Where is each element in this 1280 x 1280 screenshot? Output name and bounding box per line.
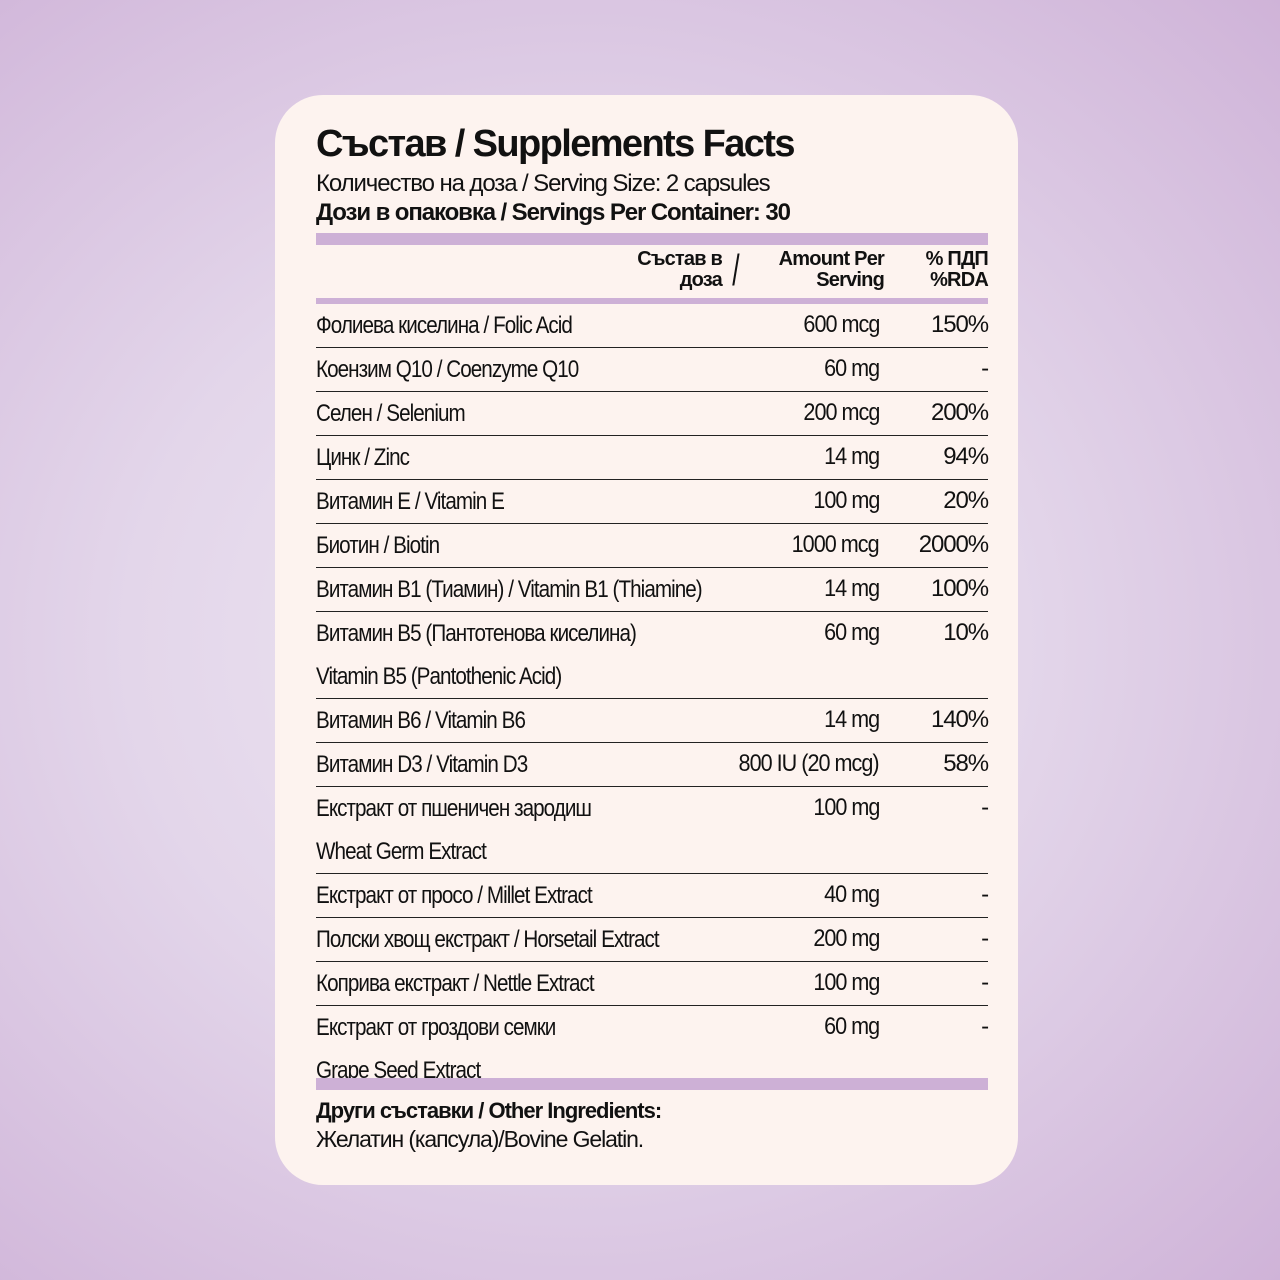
table-row: Витамин Е / Vitamin E 100 mg 20%: [316, 480, 989, 524]
table-row: Коензим Q10 / Coenzyme Q10 60 mg -: [316, 348, 989, 392]
rda-percent: 20%: [943, 487, 989, 514]
rda-percent: -: [981, 1013, 989, 1040]
rda-percent: -: [981, 969, 989, 996]
header-slash: /: [732, 246, 740, 295]
table-row: Коприва екстракт / Nettle Extract 100 mg -: [316, 962, 989, 1006]
header-rda-line2: %RDA: [930, 269, 989, 291]
amount-per-serving: 200 mcg: [803, 399, 880, 426]
amount-per-serving: 600 mcg: [803, 311, 880, 338]
table-row: Полски хвощ екстракт / Horsetail Extract…: [316, 918, 989, 962]
amount-per-serving: 100 mg: [812, 487, 880, 514]
amount-per-serving: 14 mg: [823, 706, 880, 733]
header-amount-bg-line1: Състав в: [637, 248, 723, 270]
rda-percent: 2000%: [918, 531, 989, 558]
nutrient-name: Фолиева киселина / Folic Acid: [316, 312, 573, 339]
nutrient-name: Полски хвощ екстракт / Horsetail Extract: [316, 926, 660, 953]
amount-per-serving: 60 mg: [823, 1013, 880, 1040]
nutrient-name: Витамин Е / Vitamin E: [316, 488, 505, 515]
header-amount-en: Amount Per Serving: [778, 248, 885, 291]
table-row: Витамин В6 / Vitamin B6 14 mg 140%: [316, 699, 989, 743]
other-ingredients-value: Желатин (капсула)/Bovine Gelatin.: [316, 1126, 644, 1152]
other-ingredients-label: Други съставки / Other Ingredients:: [316, 1098, 662, 1123]
header-amount-bg-line2: доза: [679, 269, 723, 291]
nutrient-name: Витамин В6 / Vitamin B6: [316, 707, 526, 734]
table-row: Екстракт от пшеничен зародиш Wheat Germ E…: [316, 787, 989, 874]
rda-percent: 10%: [943, 619, 989, 646]
nutrient-name: Селен / Selenium: [316, 400, 466, 427]
nutrient-name-en: Wheat Germ Extract: [316, 838, 487, 865]
header-rda: % ПДП %RDA: [925, 248, 989, 291]
amount-per-serving: 1000 mcg: [792, 531, 880, 558]
table-row: Витамин В1 (Тиамин) / Vitamin B1 (Thiami…: [316, 568, 989, 612]
rda-percent: -: [981, 925, 989, 952]
header-amount-en-line2: Serving: [816, 269, 885, 291]
table-row: Витамин В5 (Пантотенова киселина) Vitamin…: [316, 612, 989, 699]
nutrient-name: Коприва екстракт / Nettle Extract: [316, 970, 595, 997]
page-title: Състав / Supplements Facts: [316, 123, 795, 165]
amount-per-serving: 60 mg: [823, 619, 880, 646]
nutrient-name: Екстракт от гроздови семки: [316, 1014, 556, 1041]
rda-percent: -: [981, 881, 989, 908]
divider-bar: [316, 298, 988, 304]
amount-per-serving: 14 mg: [823, 575, 880, 602]
nutrient-name: Цинк / Zinc: [316, 444, 410, 471]
table-row: Селен / Selenium 200 mcg 200%: [316, 392, 989, 436]
header-rda-line1: % ПДП: [925, 248, 989, 270]
rda-percent: 150%: [931, 311, 989, 338]
nutrient-name: Витамин В5 (Пантотенова киселина): [316, 620, 637, 647]
amount-per-serving: 200 mg: [812, 925, 880, 952]
supplement-facts-card: Състав / Supplements Facts Количество на…: [275, 95, 1018, 1185]
servings-per-container: Дози в опаковка / Servings Per Container…: [316, 199, 791, 226]
amount-per-serving: 40 mg: [823, 881, 880, 908]
divider-bar: [316, 1078, 988, 1090]
rda-percent: 58%: [943, 750, 989, 777]
nutrient-name: Екстракт от пшеничен зародиш: [316, 795, 592, 822]
header-amount-en-line1: Amount Per: [778, 248, 885, 270]
table-row: Фолиева киселина / Folic Acid 600 mcg 150%: [316, 304, 989, 348]
rda-percent: -: [981, 355, 989, 382]
serving-size: Количество на доза / Serving Size: 2 cap…: [316, 170, 771, 197]
table-row: Витамин D3 / Vitamin D3 800 IU (20 mcg) 58…: [316, 743, 989, 787]
nutrient-name: Витамин В1 (Тиамин) / Vitamin B1 (Thiami…: [316, 576, 703, 603]
header-amount-bg: Състав в доза: [637, 248, 723, 291]
amount-per-serving: 800 IU (20 mcg): [738, 750, 880, 777]
amount-per-serving: 100 mg: [812, 794, 880, 821]
table-row: Цинк / Zinc 14 mg 94%: [316, 436, 989, 480]
table-header: Състав в доза / Amount Per Serving % ПДП…: [316, 246, 989, 295]
nutrient-name: Коензим Q10 / Coenzyme Q10: [316, 356, 579, 383]
amount-per-serving: 60 mg: [823, 355, 880, 382]
nutrient-name: Биотин / Biotin: [316, 532, 440, 559]
nutrient-name: Екстракт от просо / Millet Extract: [316, 882, 593, 909]
table-row: Екстракт от просо / Millet Extract 40 mg -: [316, 874, 989, 918]
divider-bar: [316, 233, 988, 245]
rda-percent: 140%: [931, 706, 989, 733]
amount-per-serving: 100 mg: [812, 969, 880, 996]
rda-percent: 100%: [931, 575, 989, 602]
rda-percent: 94%: [943, 443, 989, 470]
rda-percent: 200%: [931, 399, 989, 426]
amount-per-serving: 14 mg: [823, 443, 880, 470]
nutrient-name-en: Vitamin B5 (Pantothenic Acid): [316, 663, 562, 690]
rda-percent: -: [981, 794, 989, 821]
nutrient-table: Фолиева киселина / Folic Acid 600 mcg 150%…: [316, 304, 989, 1092]
nutrient-name: Витамин D3 / Vitamin D3: [316, 751, 528, 778]
table-row: Биотин / Biotin 1000 mcg 2000%: [316, 524, 989, 568]
